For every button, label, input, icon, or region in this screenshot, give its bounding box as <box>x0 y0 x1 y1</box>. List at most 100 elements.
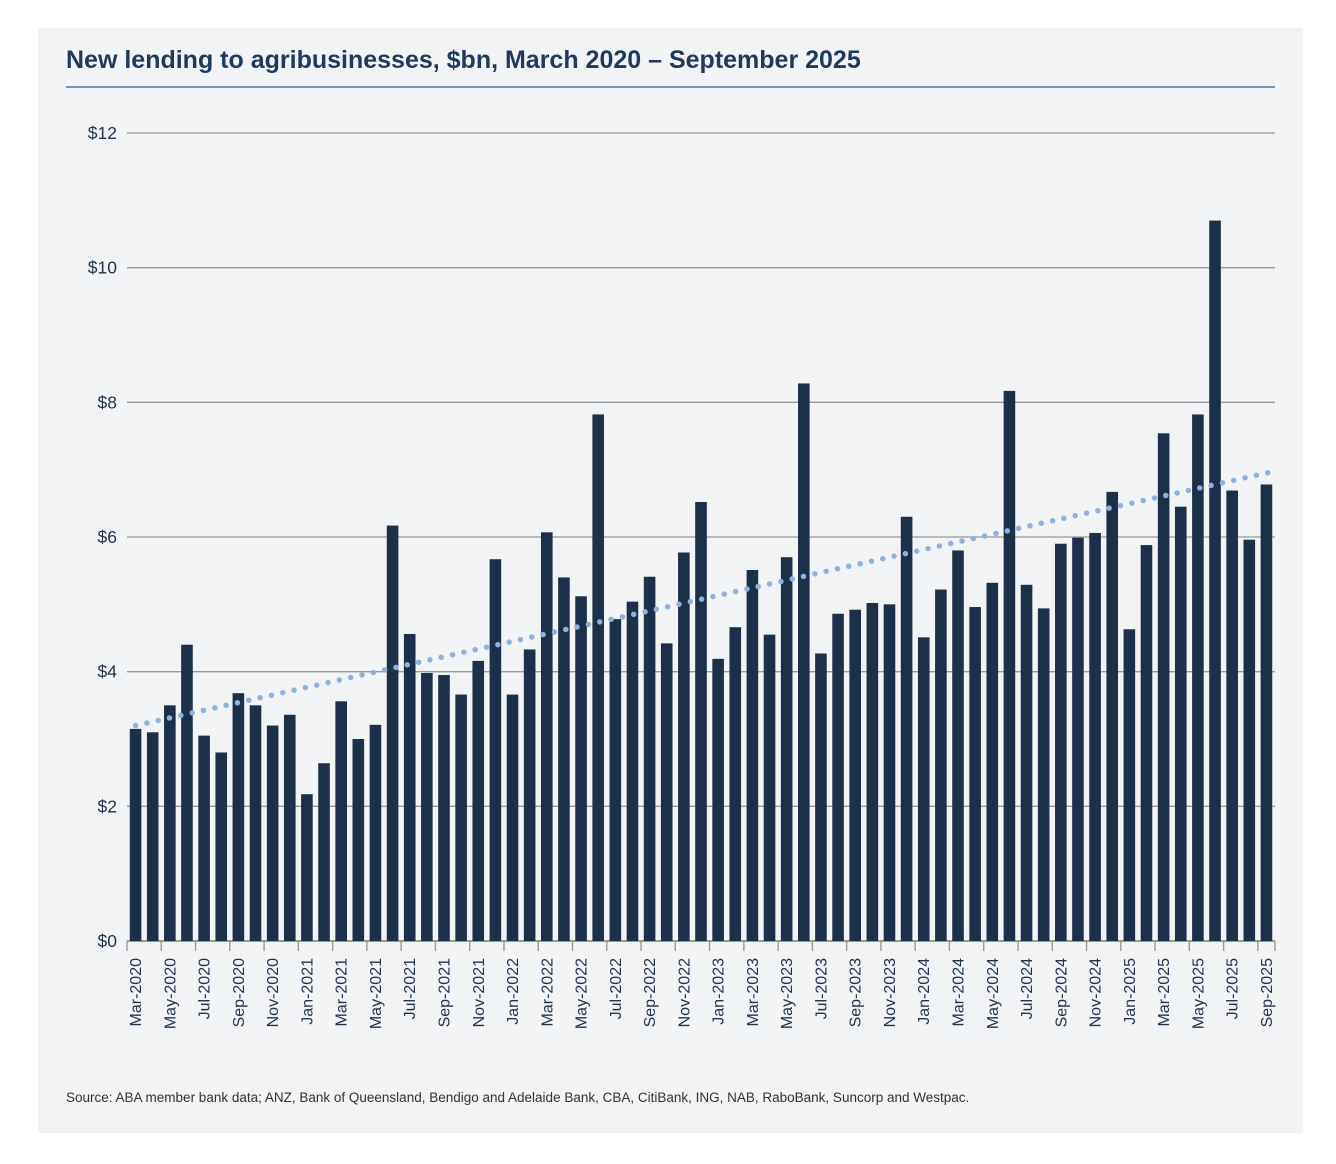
bar <box>575 596 587 941</box>
x-axis-label: Nov-2021 <box>471 958 488 1027</box>
x-axis-label: Nov-2022 <box>676 958 693 1027</box>
bar <box>472 660 485 941</box>
bar <box>1157 433 1170 941</box>
bar <box>1260 484 1273 941</box>
y-axis-label: $4 <box>98 662 118 682</box>
bar <box>540 532 553 941</box>
bar <box>164 705 176 941</box>
x-axis-label: May-2024 <box>985 958 1002 1029</box>
x-axis-label: Sep-2022 <box>642 958 659 1027</box>
x-axis-label: Jan-2025 <box>1122 958 1139 1025</box>
bar <box>249 705 262 941</box>
bar <box>780 557 793 941</box>
x-axis-label: May-2020 <box>162 958 179 1029</box>
bar <box>266 725 279 941</box>
chart-title: New lending to agribusinesses, $bn, Marc… <box>66 46 861 74</box>
bar <box>729 627 742 941</box>
title-underline <box>66 86 1275 88</box>
bar <box>1243 539 1256 941</box>
x-axis-label: Jul-2025 <box>1225 958 1242 1019</box>
bar <box>232 693 245 941</box>
x-axis-label: Nov-2020 <box>265 958 282 1027</box>
bar <box>283 714 296 941</box>
bar <box>1106 491 1119 941</box>
bar <box>969 607 981 941</box>
bar <box>215 752 228 941</box>
bar <box>643 576 656 941</box>
bar <box>592 414 604 941</box>
x-axis-label: Mar-2020 <box>128 958 145 1027</box>
bar <box>678 552 690 941</box>
bar <box>438 675 450 941</box>
bar <box>1072 537 1084 941</box>
y-axis-label: $2 <box>98 796 117 816</box>
bar <box>935 589 947 941</box>
x-axis-label: Mar-2024 <box>951 958 968 1027</box>
bar <box>849 609 862 941</box>
bar <box>798 383 810 942</box>
bar <box>181 644 193 941</box>
bar <box>1020 584 1033 941</box>
bar <box>883 604 896 941</box>
bar <box>1192 414 1204 941</box>
bar <box>1037 608 1050 941</box>
y-axis-label: $10 <box>88 258 117 278</box>
x-axis-label: Mar-2022 <box>539 958 556 1027</box>
y-axis-label: $0 <box>98 931 118 951</box>
x-axis-label: Jul-2021 <box>402 958 419 1019</box>
bar <box>335 701 347 941</box>
bar <box>1209 220 1221 942</box>
bar <box>129 728 142 941</box>
bar <box>318 763 330 941</box>
x-axis-label: May-2023 <box>779 958 796 1029</box>
bar <box>746 569 759 941</box>
x-axis-label: Jan-2022 <box>505 958 522 1025</box>
bar <box>369 724 382 941</box>
bar <box>1123 629 1136 941</box>
bar <box>403 633 416 941</box>
x-axis-label: Jul-2022 <box>608 958 625 1019</box>
bar <box>455 694 467 941</box>
x-axis-label: Jul-2020 <box>197 958 214 1019</box>
x-axis-label: Nov-2024 <box>1088 958 1105 1027</box>
x-axis-label: May-2025 <box>1190 958 1207 1029</box>
x-axis-label: Jul-2023 <box>813 958 830 1019</box>
x-axis-label: Sep-2021 <box>436 958 453 1027</box>
bar <box>506 694 519 941</box>
bar <box>198 735 210 941</box>
bar <box>763 634 776 941</box>
bar <box>386 525 399 941</box>
x-axis-label: Mar-2021 <box>334 958 351 1027</box>
bar <box>421 673 433 941</box>
bar <box>523 649 536 941</box>
x-axis-label: Mar-2025 <box>1156 958 1173 1027</box>
y-axis-label: $8 <box>98 392 117 412</box>
y-axis-label: $6 <box>98 527 117 547</box>
x-axis-label: Jul-2024 <box>1019 958 1036 1019</box>
bar <box>986 582 999 941</box>
bar <box>900 516 913 941</box>
bar <box>660 643 673 941</box>
bar <box>695 501 707 941</box>
bar <box>952 550 964 941</box>
bar <box>609 619 622 941</box>
x-axis-label: Sep-2024 <box>1053 958 1070 1027</box>
x-axis-label: Nov-2023 <box>882 958 899 1027</box>
y-axis-label: $12 <box>88 123 117 143</box>
bar <box>558 577 570 941</box>
bar <box>1226 490 1238 941</box>
source-note: Source: ABA member bank data; ANZ, Bank … <box>66 1090 970 1105</box>
x-axis-label: Sep-2020 <box>231 958 248 1027</box>
trend-line <box>132 468 1276 729</box>
x-axis-label: May-2022 <box>574 958 591 1029</box>
x-axis-label: Mar-2023 <box>745 958 762 1027</box>
x-axis-label: Jan-2024 <box>916 958 933 1025</box>
bar <box>866 602 879 941</box>
bar <box>1140 545 1153 941</box>
bar <box>917 637 930 941</box>
bar <box>489 559 502 941</box>
x-axis-label: Sep-2023 <box>848 958 865 1027</box>
bar <box>1089 532 1101 941</box>
bar <box>815 653 827 941</box>
bar <box>832 613 844 941</box>
